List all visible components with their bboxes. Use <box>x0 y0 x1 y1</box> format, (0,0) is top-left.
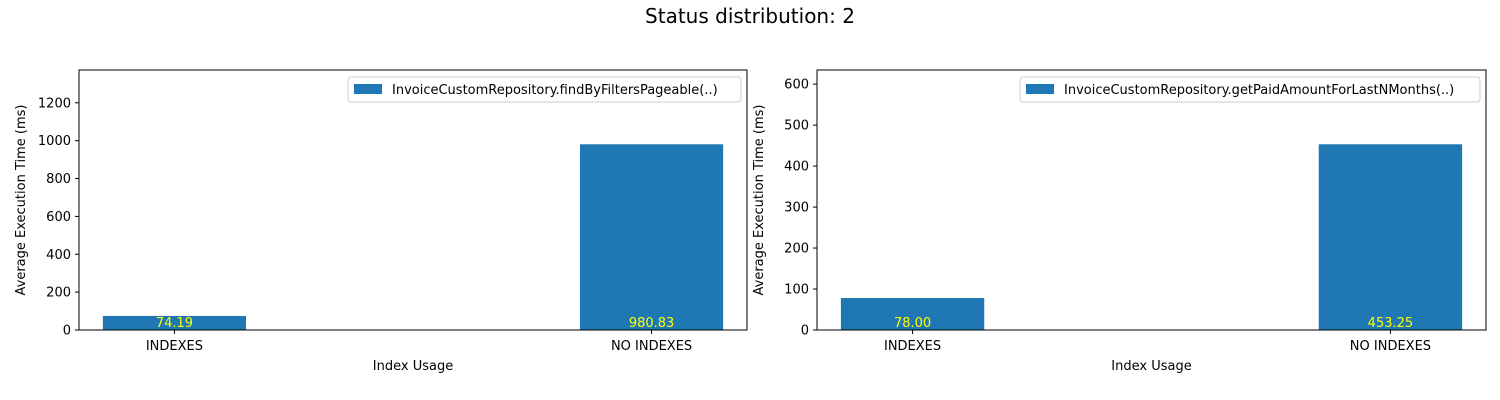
y-tick-label: 1000 <box>38 134 71 149</box>
y-tick-label: 800 <box>46 172 71 187</box>
figure-title: Status distribution: 2 <box>645 4 855 28</box>
x-tick-label: NO INDEXES <box>611 339 692 354</box>
legend-swatch <box>1026 84 1054 94</box>
chart-left: 74.19 INDEXES 980.83 NO INDEXES 0 200 400 600 80… <box>14 69 748 374</box>
bar-no-indexes <box>1318 144 1463 330</box>
y-tick-label: 400 <box>784 160 809 175</box>
legend-swatch <box>354 84 382 94</box>
x-tick-label: INDEXES <box>146 339 203 354</box>
y-axis-label: Average Execution Time (ms) <box>752 105 767 296</box>
plot-frame <box>816 69 1487 331</box>
x-tick-label: INDEXES <box>884 339 941 354</box>
y-tick-label: 0 <box>801 324 809 339</box>
y-tick-label: 400 <box>46 248 71 263</box>
legend-entry-label: InvoiceCustomRepository.getPaidAmountFor… <box>1064 83 1454 98</box>
y-tick-label: 600 <box>46 210 71 225</box>
x-axis-label: Index Usage <box>373 359 453 374</box>
legend-box <box>347 76 742 103</box>
y-tick-label: 300 <box>784 201 809 216</box>
y-tick-label: 500 <box>784 119 809 134</box>
legend-box <box>1019 76 1481 103</box>
plot-frame <box>78 69 748 331</box>
legend-entry-label: InvoiceCustomRepository.findByFiltersPag… <box>392 83 718 98</box>
bar-value-label: 453.25 <box>1368 316 1414 331</box>
bar-value-label: 74.19 <box>156 316 193 331</box>
y-axis-label: Average Execution Time (ms) <box>14 105 29 296</box>
y-tick-label: 200 <box>784 242 809 257</box>
bar-value-label: 78.00 <box>894 316 931 331</box>
y-tick-label: 100 <box>784 283 809 298</box>
y-tick-label: 0 <box>63 324 71 339</box>
x-tick-label: NO INDEXES <box>1350 339 1431 354</box>
y-tick-label: 1200 <box>38 96 71 111</box>
y-tick-label: 200 <box>46 286 71 301</box>
bar-no-indexes <box>580 144 724 330</box>
x-axis-label: Index Usage <box>1111 359 1191 374</box>
y-tick-label: 600 <box>784 78 809 93</box>
bar-value-label: 980.83 <box>629 316 675 331</box>
bar-indexes <box>840 298 985 330</box>
chart-right: 78.00 INDEXES 453.25 NO INDEXES 0 100 200 300 40… <box>752 69 1487 374</box>
bar-indexes <box>102 315 246 330</box>
